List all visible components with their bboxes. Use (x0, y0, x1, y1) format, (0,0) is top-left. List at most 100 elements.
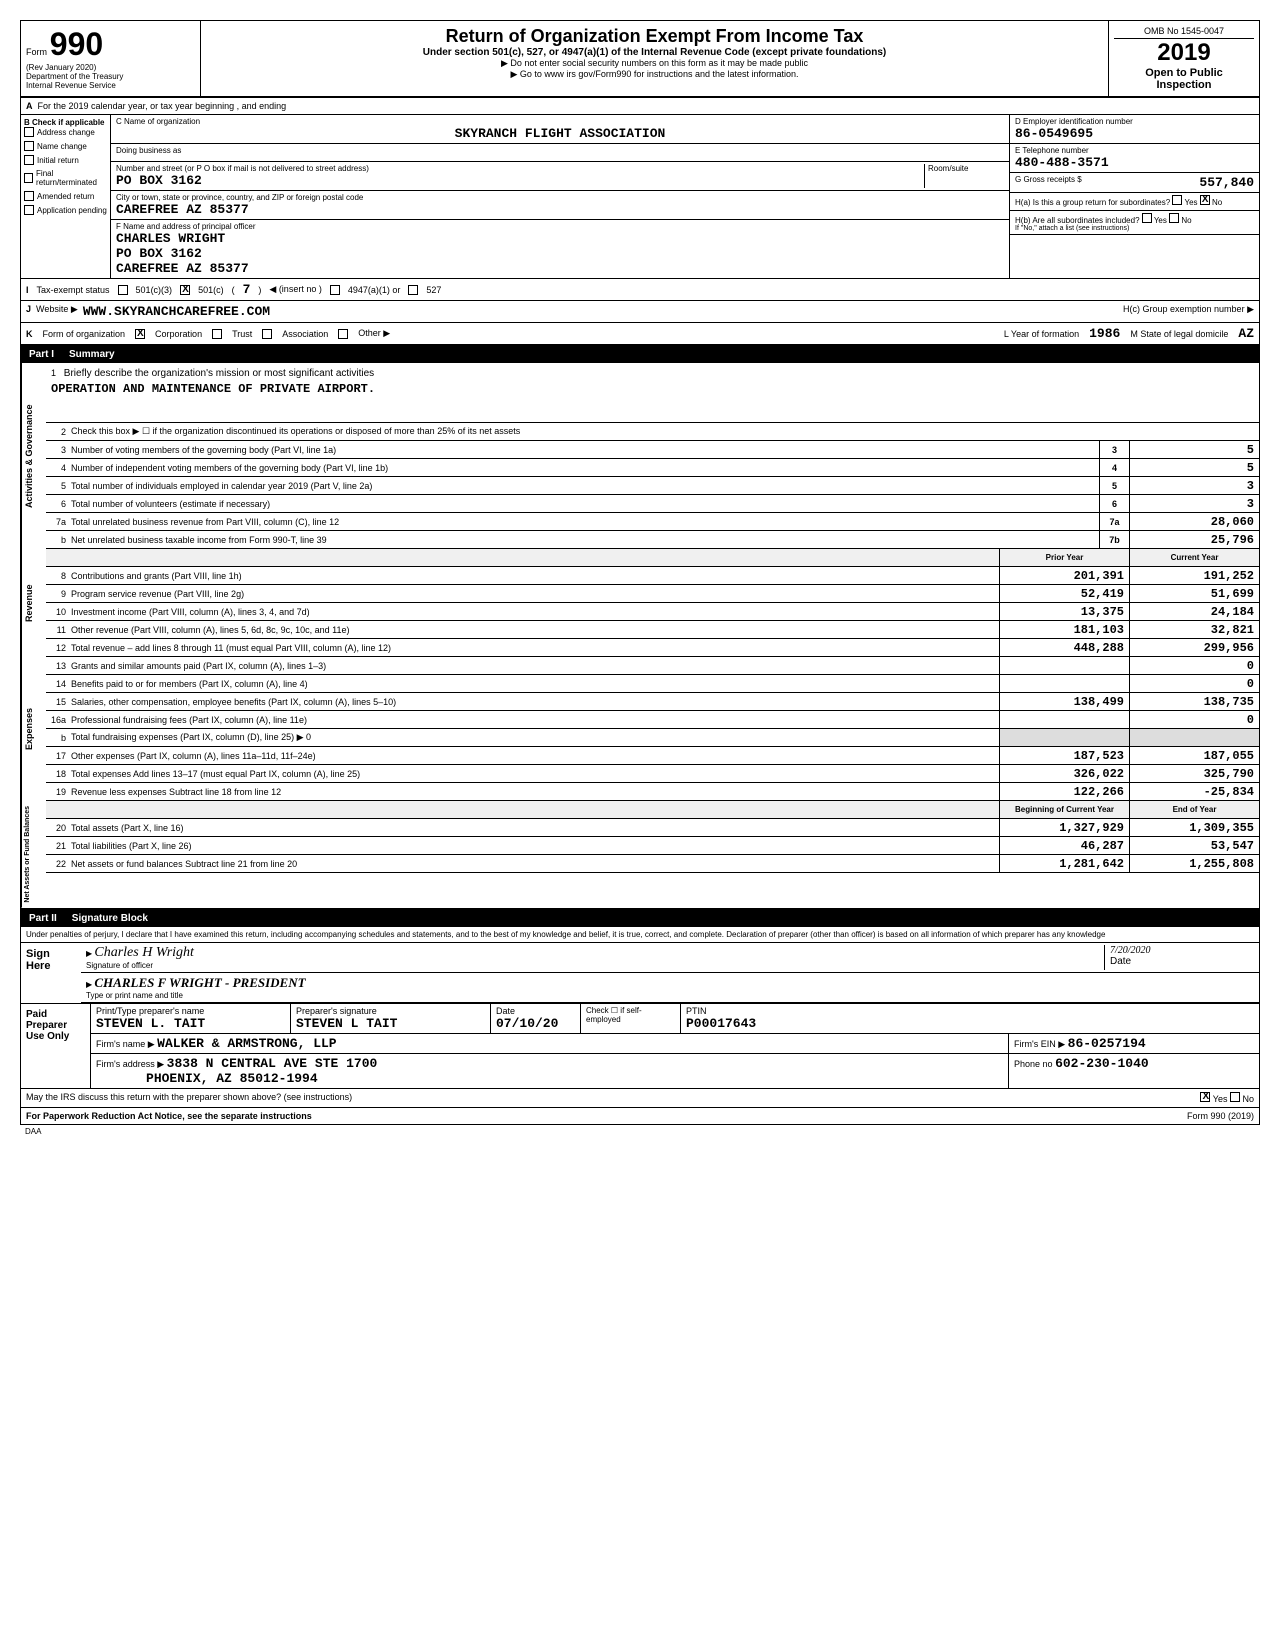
line-7a: 7a Total unrelated business revenue from… (46, 513, 1259, 531)
form-label: Form (26, 47, 47, 57)
line-3: 3 Number of voting members of the govern… (46, 441, 1259, 459)
sig-date: 7/20/2020 (1110, 945, 1151, 956)
form-990-container: Form 990 (Rev January 2020) Department o… (20, 20, 1260, 1125)
part1-title: Summary (69, 349, 115, 360)
officer-row: F Name and address of principal officer … (111, 220, 1009, 278)
527-checkbox[interactable] (408, 285, 418, 295)
checkbox-initial-return[interactable]: Initial return (24, 155, 107, 165)
checkbox-name-change[interactable]: Name change (24, 141, 107, 151)
corp-checkbox[interactable] (135, 329, 145, 339)
firm-addr2: PHOENIX, AZ 85012-1994 (146, 1071, 318, 1086)
section-d: D Employer identification number 86-0549… (1009, 115, 1259, 278)
goto-note: ▶ Go to www irs gov/Form990 for instruct… (206, 69, 1103, 80)
line-b: b Total fundraising expenses (Part IX, c… (46, 729, 1259, 747)
officer-addr: PO BOX 3162 (116, 246, 1004, 261)
tax-year: 2019 (1114, 39, 1254, 67)
phone-value: 480-488-3571 (1015, 155, 1254, 170)
preparer-section: Paid Preparer Use Only Print/Type prepar… (21, 1004, 1259, 1089)
assets-header-row: Beginning of Current Year End of Year (46, 801, 1259, 819)
part2-title: Signature Block (72, 913, 148, 924)
expenses-label: Expenses (21, 657, 46, 801)
line-15: 15 Salaries, other compensation, employe… (46, 693, 1259, 711)
ein-row: D Employer identification number 86-0549… (1010, 115, 1259, 144)
revenue-section: Revenue Prior Year Current Year 8 Contri… (21, 549, 1259, 657)
part1-header: Part I Summary (21, 346, 1259, 363)
h-b-row: H(b) Are all subordinates included? Yes … (1010, 211, 1259, 235)
section-b-header: B Check if applicable (24, 118, 107, 127)
netassets-label: Net Assets or Fund Balances (21, 801, 46, 908)
line-22: 22 Net assets or fund balances Subtract … (46, 855, 1259, 873)
ein-value: 86-0549695 (1015, 126, 1254, 141)
line-8: 8 Contributions and grants (Part VIII, l… (46, 567, 1259, 585)
subtitle: Under section 501(c), 527, or 4947(a)(1)… (206, 47, 1103, 58)
checkbox-final-return[interactable]: Final return/terminated (24, 169, 107, 187)
open-public: Open to Public (1114, 67, 1254, 79)
ha-yes[interactable] (1172, 195, 1182, 205)
trust-checkbox[interactable] (212, 329, 222, 339)
discuss-yes[interactable] (1200, 1092, 1210, 1102)
form-header: Form 990 (Rev January 2020) Department o… (21, 21, 1259, 98)
501c-checkbox[interactable] (180, 285, 190, 295)
line-a-text: For the 2019 calendar year, or tax year … (38, 101, 287, 111)
line-a: A For the 2019 calendar year, or tax yea… (21, 98, 1259, 115)
part2-header: Part II Signature Block (21, 910, 1259, 927)
section-b: B Check if applicable Address change Nam… (21, 115, 111, 278)
governance-label: Activities & Governance (21, 363, 46, 549)
officer-city: CAREFREE AZ 85377 (116, 261, 1004, 276)
addr-row: Number and street (or P O box if mail is… (111, 162, 1009, 191)
checkbox-amended[interactable]: Amended return (24, 191, 107, 201)
firm-name: WALKER & ARMSTRONG, LLP (157, 1036, 336, 1051)
revenue-label: Revenue (21, 549, 46, 657)
phone-row: E Telephone number 480-488-3571 (1010, 144, 1259, 173)
hb-no[interactable] (1169, 213, 1179, 223)
mission-text: OPERATION AND MAINTENANCE OF PRIVATE AIR… (51, 382, 1254, 396)
daa-label: DAA (20, 1125, 1260, 1138)
line-5: 5 Total number of individuals employed i… (46, 477, 1259, 495)
officer-name: CHARLES WRIGHT (116, 231, 1004, 246)
governance-section: Activities & Governance 1 Briefly descri… (21, 363, 1259, 549)
ha-no[interactable] (1200, 195, 1210, 205)
part1-num: Part I (29, 349, 54, 360)
4947-checkbox[interactable] (330, 285, 340, 295)
org-name: SKYRANCH FLIGHT ASSOCIATION (116, 126, 1004, 141)
discuss-no[interactable] (1230, 1092, 1240, 1102)
form-dept: Department of the Treasury (26, 72, 195, 81)
501c3-checkbox[interactable] (118, 285, 128, 295)
receipts-value: 557,840 (1199, 175, 1254, 190)
org-city: CAREFREE AZ 85377 (116, 202, 1004, 217)
footer-row: For Paperwork Reduction Act Notice, see … (21, 1108, 1259, 1124)
section-c: C Name of organization SKYRANCH FLIGHT A… (111, 115, 1009, 278)
checkbox-pending[interactable]: Application pending (24, 205, 107, 215)
firm-ein: 86-0257194 (1068, 1036, 1146, 1051)
signature-section: Under penalties of perjury, I declare th… (21, 927, 1259, 1004)
assoc-checkbox[interactable] (262, 329, 272, 339)
org-name-row: C Name of organization SKYRANCH FLIGHT A… (111, 115, 1009, 144)
sig-declaration: Under penalties of perjury, I declare th… (21, 927, 1259, 943)
preparer-name: STEVEN L. TAIT (96, 1016, 205, 1031)
website-row: J Website ▶ WWW.SKYRANCHCAREFREE.COM H(c… (21, 301, 1259, 323)
preparer-sig: STEVEN L TAIT (296, 1016, 397, 1031)
part2-num: Part II (29, 913, 57, 924)
line-b: b Net unrelated business taxable income … (46, 531, 1259, 549)
dba-row: Doing business as (111, 144, 1009, 162)
receipts-row: G Gross receipts $ 557,840 (1010, 173, 1259, 193)
line-6: 6 Total number of volunteers (estimate i… (46, 495, 1259, 513)
line-11: 11 Other revenue (Part VIII, column (A),… (46, 621, 1259, 639)
checkbox-address-change[interactable]: Address change (24, 127, 107, 137)
org-form-row: K Form of organization Corporation Trust… (21, 323, 1259, 346)
revenue-header-row: Prior Year Current Year (46, 549, 1259, 567)
line-20: 20 Total assets (Part X, line 16) 1,327,… (46, 819, 1259, 837)
form-irs: Internal Revenue Service (26, 81, 195, 90)
other-checkbox[interactable] (338, 329, 348, 339)
preparer-ptin: P00017643 (686, 1016, 756, 1031)
section-bcd: B Check if applicable Address change Nam… (21, 115, 1259, 279)
preparer-date: 07/10/20 (496, 1016, 558, 1031)
title-box: Return of Organization Exempt From Incom… (201, 21, 1109, 96)
hb-yes[interactable] (1142, 213, 1152, 223)
officer-printed-name: CHARLES F WRIGHT - PRESIDENT (94, 975, 305, 990)
website-value: WWW.SKYRANCHCAREFREE.COM (83, 304, 270, 319)
form-number: 990 (50, 26, 103, 62)
line-13: 13 Grants and similar amounts paid (Part… (46, 657, 1259, 675)
ssn-note: ▶ Do not enter social security numbers o… (206, 58, 1103, 69)
line-12: 12 Total revenue – add lines 8 through 1… (46, 639, 1259, 657)
